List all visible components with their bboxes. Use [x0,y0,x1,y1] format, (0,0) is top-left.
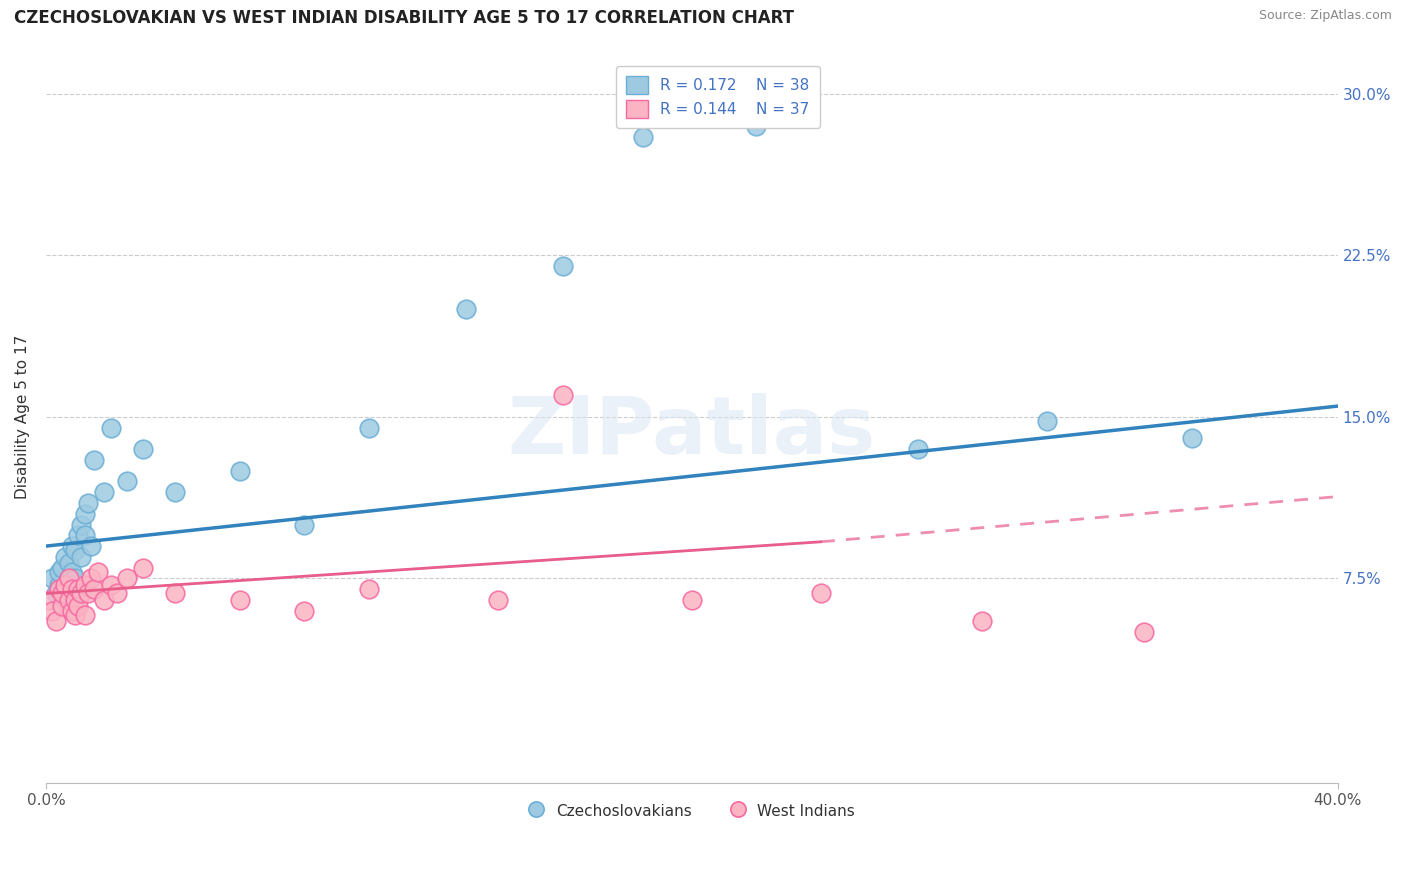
Point [51,593,73,607]
Point [357,582,380,597]
Point [1181,431,1204,445]
Point [93,485,115,500]
Point [132,560,155,574]
Point [486,593,509,607]
Point [115,475,138,489]
Point [41,571,63,585]
Y-axis label: Disability Age 5 to 17: Disability Age 5 to 17 [15,334,30,499]
Point [73,528,96,542]
Point [100,578,122,592]
Point [165,485,187,500]
Point [48,582,70,597]
Point [63,607,86,622]
Point [745,119,768,133]
Point [70,549,93,564]
Point [972,615,994,629]
Point [63,543,86,558]
Point [63,593,86,607]
Point [58,557,80,571]
Point [41,604,63,618]
Point [63,571,86,585]
Point [132,442,155,457]
Point [100,420,122,434]
Point [73,578,96,592]
Point [77,586,100,600]
Point [80,571,103,585]
Point [357,420,380,434]
Point [70,517,93,532]
Point [1036,414,1059,428]
Point [53,549,76,564]
Point [292,517,315,532]
Point [73,507,96,521]
Point [53,578,76,592]
Point [83,582,105,597]
Point [51,586,73,600]
Point [48,578,70,592]
Point [38,593,60,607]
Point [810,586,832,600]
Point [105,586,128,600]
Text: Source: ZipAtlas.com: Source: ZipAtlas.com [1258,9,1392,22]
Point [551,259,574,273]
Point [60,539,83,553]
Point [907,442,929,457]
Point [53,582,76,597]
Point [67,582,90,597]
Point [67,593,90,607]
Point [51,560,73,574]
Point [60,565,83,579]
Text: ZIPatlas: ZIPatlas [508,392,876,470]
Point [48,565,70,579]
Point [60,582,83,597]
Point [1133,625,1156,640]
Point [228,464,250,478]
Point [67,599,90,614]
Legend: Czechoslovakians, West Indians: Czechoslovakians, West Indians [523,796,862,827]
Point [551,388,574,402]
Point [454,302,477,317]
Point [633,129,655,144]
Point [73,607,96,622]
Point [292,604,315,618]
Point [45,586,67,600]
Point [51,599,73,614]
Point [58,571,80,585]
Point [681,593,703,607]
Point [67,528,90,542]
Point [70,586,93,600]
Point [60,604,83,618]
Point [93,593,115,607]
Point [228,593,250,607]
Point [80,539,103,553]
Point [83,453,105,467]
Point [58,593,80,607]
Text: CZECHOSLOVAKIAN VS WEST INDIAN DISABILITY AGE 5 TO 17 CORRELATION CHART: CZECHOSLOVAKIAN VS WEST INDIAN DISABILIT… [14,9,794,27]
Point [77,496,100,510]
Point [86,565,108,579]
Point [115,571,138,585]
Point [45,615,67,629]
Point [58,571,80,585]
Point [165,586,187,600]
